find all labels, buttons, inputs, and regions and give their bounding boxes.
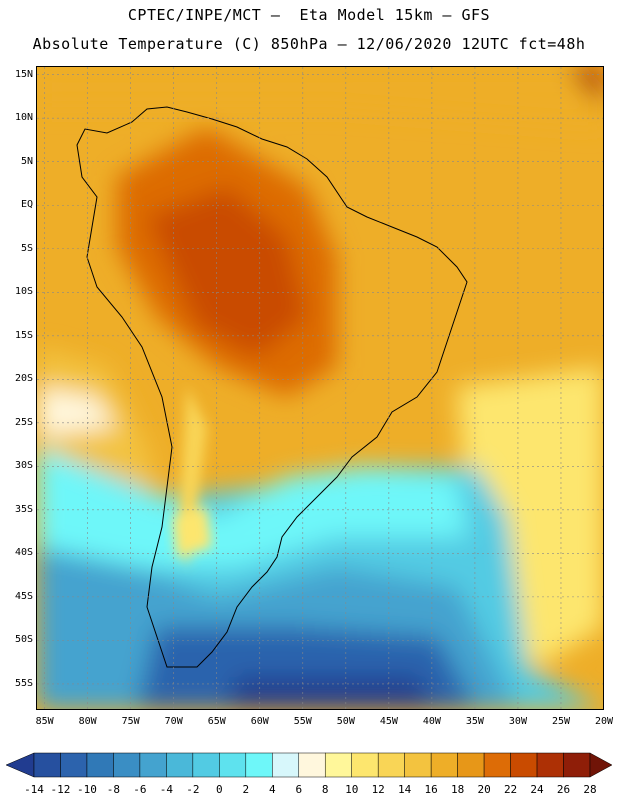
colorbar-swatch xyxy=(33,752,61,778)
lat-label-5n: 5N xyxy=(20,155,33,167)
lat-label-10n: 10N xyxy=(14,112,33,124)
colorbar-swatch xyxy=(483,752,511,778)
colorbar-swatch xyxy=(351,752,379,778)
lat-lon-grid xyxy=(37,67,603,709)
lon-label-50w: 50W xyxy=(336,716,355,727)
lon-label-65w: 65W xyxy=(207,716,226,727)
coastline xyxy=(76,106,468,668)
lat-label-eq: EQ xyxy=(20,199,33,211)
lon-label-55w: 55W xyxy=(293,716,312,727)
colorbar-swatch xyxy=(404,752,432,778)
lon-label-80w: 80W xyxy=(78,716,97,727)
colorbar-swatch xyxy=(219,752,247,778)
colorbar-swatch xyxy=(298,752,326,778)
colorbar-tick-label: 4 xyxy=(268,783,276,796)
field-patagonia-warm xyxy=(172,507,212,557)
lat-label-25s: 25S xyxy=(14,416,33,428)
colorbar-swatch xyxy=(113,752,141,778)
lon-label-20w: 20W xyxy=(594,716,614,727)
colorbar-tick-label: 0 xyxy=(216,783,223,796)
lat-label-15n: 15N xyxy=(14,68,33,80)
lat-label-15s: 15S xyxy=(14,329,33,341)
lon-label-25w: 25W xyxy=(551,716,570,727)
colorbar-swatch xyxy=(324,752,352,778)
colorbar-min-arrow xyxy=(5,752,35,778)
colorbar-tick-label: 6 xyxy=(295,783,303,796)
temperature-colorbar xyxy=(5,752,613,782)
colorbar-tick-label: -14 xyxy=(24,783,44,796)
colorbar-tick-label: 2 xyxy=(242,783,250,796)
colorbar-swatch xyxy=(563,752,591,778)
colorbar-swatch xyxy=(60,752,88,778)
lat-label-10s: 10S xyxy=(14,286,33,298)
title-line-2: Absolute Temperature (C) 850hPa – 12/06/… xyxy=(32,35,586,53)
colorbar-tick-label: 10 xyxy=(345,783,359,796)
lon-label-45w: 45W xyxy=(379,716,398,727)
lon-label-40w: 40W xyxy=(422,716,441,727)
colorbar-swatch xyxy=(377,752,405,778)
lon-label-60w: 60W xyxy=(250,716,269,727)
field-ne-corner xyxy=(567,67,603,107)
colorbar-tick-label: 26 xyxy=(556,783,571,796)
lat-label-30s: 30S xyxy=(14,460,33,472)
lat-label-35s: 35S xyxy=(14,503,33,515)
colorbar-tick-label: 16 xyxy=(424,783,438,796)
colorbar-swatch xyxy=(510,752,538,778)
colorbar-swatch xyxy=(536,752,564,778)
colorbar-tick-label: 22 xyxy=(503,783,518,796)
colorbar-max-arrow xyxy=(589,752,613,778)
colorbar-swatch xyxy=(457,752,485,778)
colorbar-swatch xyxy=(166,752,194,778)
colorbar-tick-label: -4 xyxy=(159,783,173,796)
colorbar-swatch xyxy=(430,752,458,778)
colorbar-tick-label: -6 xyxy=(133,783,147,796)
colorbar-swatch xyxy=(86,752,114,778)
colorbar-swatch xyxy=(245,752,273,778)
field-south-deepest xyxy=(227,677,437,709)
colorbar-tick-label: 14 xyxy=(398,783,412,796)
colorbar-tick-label: 18 xyxy=(450,783,465,796)
title-line-1: CPTEC/INPE/MCT – Eta Model 15km – GFS xyxy=(127,6,491,24)
lat-label-45s: 45S xyxy=(14,590,33,602)
colorbar-tick-label: 12 xyxy=(371,783,385,796)
lon-label-70w: 70W xyxy=(164,716,183,727)
field-south-cyan xyxy=(37,447,467,567)
colorbar-swatch xyxy=(192,752,220,778)
lon-label-30w: 30W xyxy=(508,716,527,727)
colorbar-tick-label: 28 xyxy=(583,783,597,796)
lat-label-5s: 5S xyxy=(20,242,33,254)
colorbar-tick-label: -10 xyxy=(77,783,97,796)
field-north-warm xyxy=(37,67,603,127)
lat-label-55s: 55S xyxy=(14,677,33,689)
field-hotter-core xyxy=(147,187,307,357)
colorbar-swatch xyxy=(139,752,167,778)
colorbar-tick-label: -2 xyxy=(186,783,200,796)
colorbar-swatch xyxy=(272,752,300,778)
lon-label-35w: 35W xyxy=(465,716,484,727)
temperature-map[interactable] xyxy=(36,66,604,710)
lat-label-40s: 40S xyxy=(14,547,33,559)
lon-label-75w: 75W xyxy=(121,716,140,727)
lon-label-85w: 85W xyxy=(35,716,54,727)
colorbar-tick-label: 20 xyxy=(477,783,491,796)
colorbar-tick-label: 8 xyxy=(321,783,329,796)
field-pacific-pale xyxy=(37,387,117,437)
colorbar-tick-label: -12 xyxy=(50,783,71,796)
lat-label-50s: 50S xyxy=(14,634,33,646)
lat-label-20s: 20S xyxy=(14,373,33,385)
colorbar-tick-label: 24 xyxy=(530,783,544,796)
colorbar-tick-label: -8 xyxy=(106,783,121,796)
